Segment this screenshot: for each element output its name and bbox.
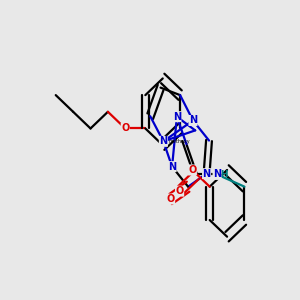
Text: O: O [188,165,196,175]
Text: O: O [121,124,129,134]
Text: N: N [173,112,181,122]
Text: N: N [189,116,197,125]
Text: N: N [202,169,211,179]
Text: O: O [167,194,175,204]
Text: H: H [220,170,227,179]
Text: methoxy: methoxy [169,139,190,144]
Text: N: N [159,136,167,146]
Text: O: O [176,186,184,196]
Text: N: N [168,162,176,172]
Text: N: N [213,169,221,179]
